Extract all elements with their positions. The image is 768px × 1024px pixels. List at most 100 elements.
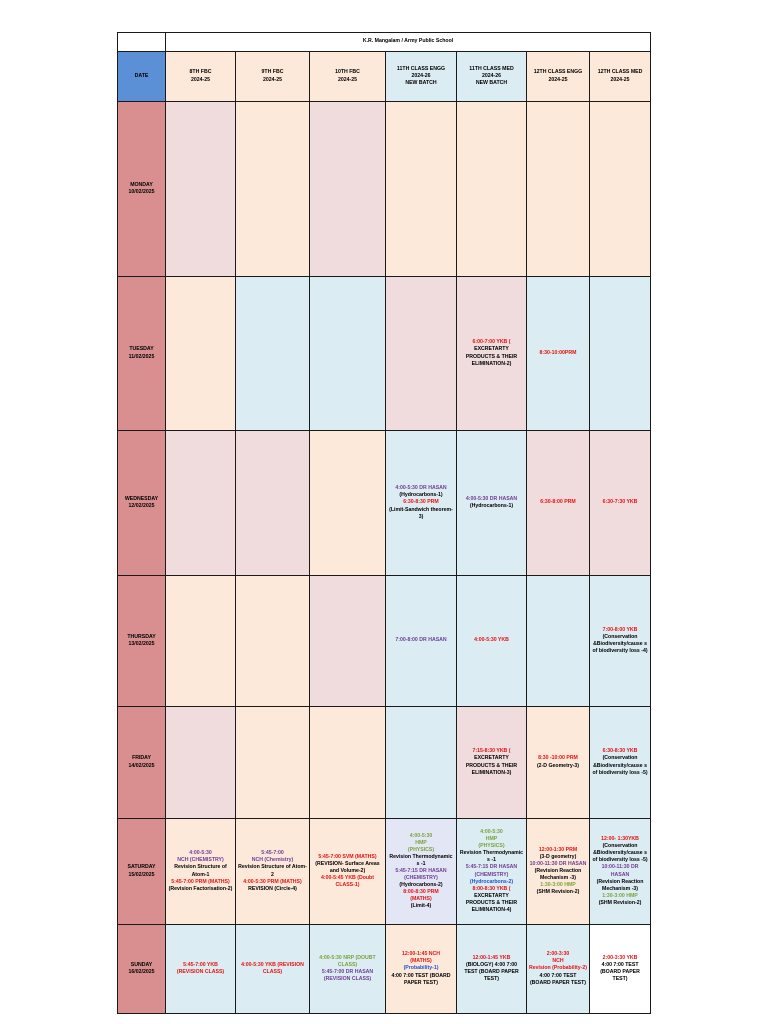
schedule-entry: (REVISION- Surface Areas and Volume-2) xyxy=(315,860,380,874)
day-date: 15/02/2025 xyxy=(128,871,155,878)
schedule-cell: 12:00-1:30 PRM (3-D geometry) 10:00-11:30 … xyxy=(526,818,590,925)
column-header: 12TH CLASS MED 2024-25 xyxy=(588,51,652,102)
schedule-cell: 5:45-7:00 YKB (REVISION CLASS) xyxy=(165,924,236,1014)
column-name: 10TH FBC xyxy=(335,69,360,76)
day-cell: SUNDAY 16/02/2025 xyxy=(117,924,166,1014)
schedule-entry: 6:30-7:30 YKB xyxy=(602,499,638,506)
schedule-entry: 5:45-7:00 SVM (MATHS) xyxy=(318,853,377,860)
date-column-header: DATE xyxy=(117,51,166,102)
schedule-entry: Revision Thermodynamic s -1 xyxy=(389,853,453,867)
schedule-entry: 4:00-5:45 YKB (Doubt CLASS-1) xyxy=(321,875,374,889)
day-date: 12/02/2025 xyxy=(128,503,155,509)
schedule-entry: 4:00 7:00 TEST (BOARD PAPER TEST) xyxy=(529,972,587,986)
schedule-cell: 6:30-8:30 YKB (Conservation &Biodiversity… xyxy=(588,706,652,819)
day-name: MONDAY xyxy=(130,181,153,188)
column-year: 2024-25 xyxy=(190,76,211,83)
schedule-entry: 7:00-8:00 DR HASAN xyxy=(395,637,447,644)
schedule-entry: 10:00-11:30 DR HASAN xyxy=(601,864,639,878)
schedule-cell: 2:00-3:30 NCH Revision (Probability-2) 4:00… xyxy=(526,924,590,1014)
schedule-entry: 6:30-8:30 YKB xyxy=(602,748,638,755)
schedule-entry: 4:00 7:00 TEST (BOARD PAPER TEST) xyxy=(391,972,451,986)
schedule-cell: 4:00-5:30 HMP (PHYSICS) Revision Thermodyna… xyxy=(385,818,457,925)
schedule-entry: HMP xyxy=(485,836,498,843)
schedule-cell: 12:00-1:45 YKB (BIOLOGY) 4:00 7:00 TEST (… xyxy=(456,924,527,1014)
schedule-entry: 8:00-8:30 YKB ( xyxy=(472,885,511,892)
schedule-cell xyxy=(165,706,236,819)
day-row: TUESDAY 11/02/2025 6:00-7:00 YKB (EXCRETAR… xyxy=(117,276,652,431)
schedule-entry: 8:30 -10:00 PRM xyxy=(538,755,578,762)
schedule-entry: (Limit-4) xyxy=(410,903,432,910)
column-year: 2024-26 xyxy=(481,72,502,79)
column-header: 8TH FBC 2024-25 xyxy=(165,51,236,102)
schedule-cell xyxy=(235,276,310,431)
schedule-cell xyxy=(309,706,386,819)
day-name: SUNDAY xyxy=(130,961,153,968)
column-header: 10TH FBC 2024-25 xyxy=(309,51,386,102)
column-name: 8TH FBC xyxy=(189,69,212,76)
schedule-cell xyxy=(235,430,310,576)
schedule-entry: 6:30-8:00 PRM xyxy=(540,499,576,506)
day-cell: TUESDAY 11/02/2025 xyxy=(117,276,166,431)
day-name: TUESDAY xyxy=(129,346,154,353)
day-row: SATURDAY 15/02/2025 4:00-5:30 NCH (CHEMISTR… xyxy=(117,818,652,925)
schedule-cell: 8:30-10:00PRM xyxy=(526,276,590,431)
column-year: 2024-25 xyxy=(610,76,630,83)
day-cell: MONDAY 10/02/2025 xyxy=(117,101,166,277)
schedule-entry: 6:00-7:00 YKB ( xyxy=(472,339,511,346)
schedule-entry: 12:00-1:45 NCH xyxy=(401,951,441,958)
schedule-entry: Revision Structure of Atom-1 xyxy=(174,864,227,878)
day-name: THURSDAY xyxy=(127,633,156,640)
schedule-entry: 12:00- 1:30YKB xyxy=(601,836,639,843)
day-date: 16/02/2025 xyxy=(128,969,155,975)
schedule-entry: (PHYSICS) xyxy=(407,846,435,853)
schedule-entry: 4:00-5:30 NRP (DOUBT CLASS) xyxy=(319,954,376,968)
schedule-entry: Revision Structure of Atom-2 xyxy=(238,864,307,878)
schedule-entry: (MATHS) xyxy=(410,896,432,903)
schedule-entry: (SHM Revision-2) xyxy=(598,899,642,906)
day-cell: WEDNESDAY 12/02/2025 xyxy=(117,430,166,576)
column-name: 11TH CLASS MED xyxy=(469,65,514,72)
schedule-entry: 5:45-7:00 YKB xyxy=(183,961,218,968)
schedule-entry: 7:00-8:00 YKB xyxy=(602,626,638,633)
schedule-entry: 7:15-8:30 YKB ( xyxy=(472,748,511,755)
schedule-entry: (Hydrocarbons-2) xyxy=(469,878,514,885)
schedule-cell: 4:00-5:30 NRP (DOUBT CLASS) 5:45-7:00 DR … xyxy=(309,924,386,1014)
schedule-entry: (Hydrocarbons-1) xyxy=(469,503,514,509)
schedule-entry: (Hydrocarbons-1) xyxy=(399,492,443,499)
schedule-entry: (Limit-Sandwich theorem-3) xyxy=(389,506,453,520)
schedule-entry: (SHM Revision-2) xyxy=(536,889,580,896)
schedule-entry: 4:00-5:30 YKB (REVISION CLASS) xyxy=(241,961,304,975)
schedule-cell: 6:30-8:00 PRM xyxy=(526,430,590,576)
schedule-entry: Revision Thermodynamic s -1 xyxy=(459,850,524,864)
schedule-cell xyxy=(165,101,236,277)
schedule-cell xyxy=(309,430,386,576)
schedule-cell xyxy=(165,575,236,707)
schedule-cell xyxy=(526,101,590,277)
schedule-entry: Revision (Probability-2) xyxy=(529,965,587,972)
schedule-cell: 12:00- 1:30YKB (Conservation &Biodiversit… xyxy=(588,818,652,925)
schedule-entry: EXCRETARTY PRODUCTS & THEIR ELIMINATION-… xyxy=(465,346,518,367)
schedule-entry: 10:00-11:30 DR HASAN xyxy=(529,860,587,867)
column-name: 9TH FBC xyxy=(261,69,284,76)
schedule-entry: (Hydrocarbons-2) xyxy=(399,882,443,889)
schedule-cell: 5:45-7:00 SVM (MATHS) (REVISION- Surface … xyxy=(309,818,386,925)
schedule-entry: (Conservation &Biodiversity/cause s of b… xyxy=(592,843,648,864)
day-date: 10/02/2025 xyxy=(128,189,155,195)
column-batch: NEW BATCH xyxy=(475,80,508,86)
schedule-cell xyxy=(526,575,590,707)
schedule-entry: 5:45-7:00 xyxy=(261,850,284,857)
schedule-entry: NCH (CHEMISTRY) xyxy=(177,857,224,864)
schedule-cell xyxy=(385,101,457,277)
column-batch: NEW BATCH xyxy=(405,80,437,86)
schedule-entry: 2:00-3:30 xyxy=(546,951,570,958)
schedule-cell: 4:00-5:30 DR HASAN (Hydrocarbons-1) 6:30-8… xyxy=(385,430,457,576)
schedule-entry: 4:00-5:30 DR HASAN xyxy=(465,495,518,502)
schedule-entry: 8:30-10:00PRM xyxy=(539,349,577,356)
schedule-entry: 5:45-7:15 DR HASAN xyxy=(395,867,447,874)
schedule-entry: (MATHS) xyxy=(410,958,432,965)
timetable: K.R. Mangalam / Army Public School DATE … xyxy=(117,32,652,1014)
day-row: THURSDAY 13/02/2025 7:00-8:00 DR HASAN 4:00… xyxy=(117,575,652,707)
schedule-entry: EXCRETARTY PRODUCTS & THEIR ELIMINATION-… xyxy=(465,892,518,913)
schedule-entry: 1:30-3:00 HMP xyxy=(602,892,638,899)
day-row: MONDAY 10/02/2025 xyxy=(117,101,652,277)
